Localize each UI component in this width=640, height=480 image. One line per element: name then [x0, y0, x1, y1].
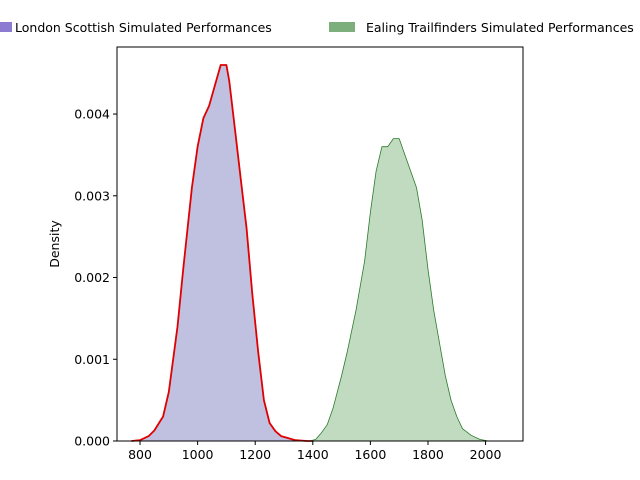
x-tick-label: 1600 [354, 447, 386, 462]
series-1-line [309, 138, 489, 442]
legend-swatch-1 [329, 22, 355, 32]
y-tick-label: 0.001 [74, 352, 110, 367]
plot-frame [116, 46, 524, 442]
x-tick-label: 800 [128, 447, 152, 462]
x-tick-label: 1800 [412, 447, 444, 462]
series-layer [131, 64, 489, 442]
y-tick-label: 0.002 [74, 270, 110, 285]
legend: London Scottish Simulated Performances Ea… [0, 20, 634, 35]
series-0-line [131, 64, 313, 442]
series-1-area [309, 138, 489, 441]
y-tick-label: 0.004 [74, 107, 110, 122]
x-tick-label: 2000 [470, 447, 502, 462]
legend-label-1: Ealing Trailfinders Simulated Performanc… [366, 20, 634, 35]
series-0-area [131, 65, 313, 441]
legend-swatch-0 [0, 22, 12, 32]
x-tick-label: 1000 [182, 447, 214, 462]
y-tick-label: 0.003 [74, 188, 110, 203]
x-tick-label: 1400 [297, 447, 329, 462]
x-axis: 800 1000 1200 1400 1600 1800 2000 [128, 441, 502, 462]
y-axis: 0.000 0.001 0.002 0.003 0.004 [74, 107, 117, 449]
y-axis-label: Density [47, 220, 62, 268]
legend-label-0: London Scottish Simulated Performances [15, 20, 272, 35]
y-tick-label: 0.000 [74, 434, 110, 449]
x-tick-label: 1200 [239, 447, 271, 462]
